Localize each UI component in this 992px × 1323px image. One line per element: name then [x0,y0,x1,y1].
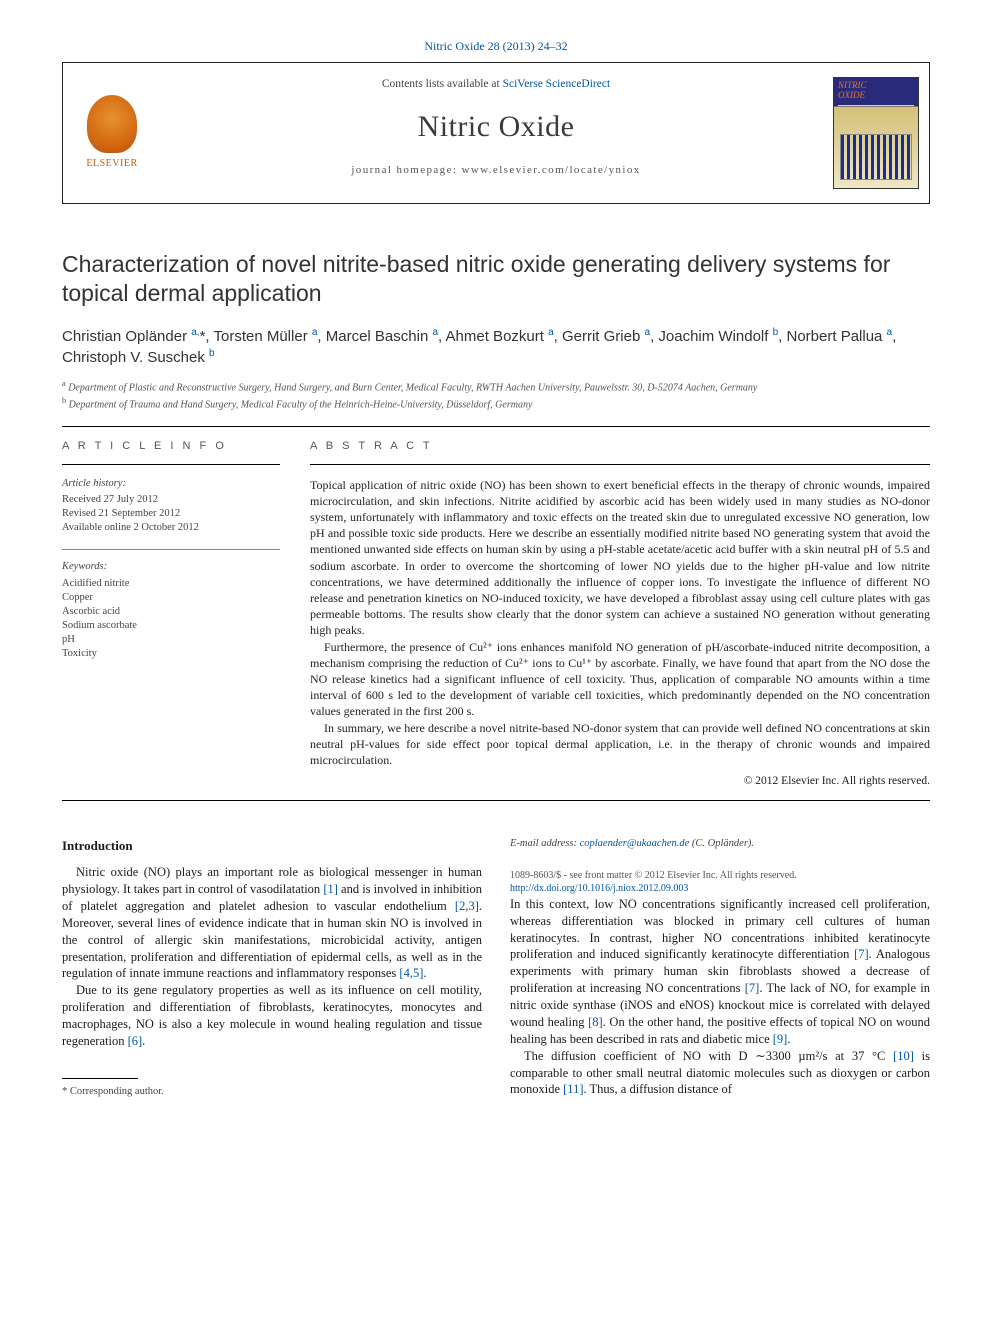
divider [62,464,280,465]
article-info-heading: A R T I C L E I N F O [62,439,280,454]
abstract-copyright: © 2012 Elsevier Inc. All rights reserved… [310,774,930,790]
affil-text: Department of Plastic and Reconstructive… [68,383,757,394]
keyword: Ascorbic acid [62,605,280,619]
divider [62,800,930,801]
contents-prefix: Contents lists available at [382,78,503,90]
article-history: Article history: Received 27 July 2012 R… [62,477,280,536]
abstract-para: In summary, we here describe a novel nit… [310,720,930,769]
doi-link[interactable]: http://dx.doi.org/10.1016/j.niox.2012.09… [510,882,930,896]
contents-available-line: Contents lists available at SciVerse Sci… [183,77,809,93]
front-matter-meta: 1089-8603/$ - see front matter © 2012 El… [510,869,930,896]
journal-cover-thumbnail: NITRIC OXIDE [833,77,919,189]
affiliations: a Department of Plastic and Reconstructi… [62,378,930,412]
homepage-prefix: journal homepage: [351,164,461,176]
footnote-divider [62,1078,138,1079]
cover-chart-icon [840,134,912,180]
divider [62,549,280,550]
divider [62,426,930,427]
sciencedirect-link[interactable]: SciVerse ScienceDirect [503,78,611,90]
article-info-column: A R T I C L E I N F O Article history: R… [62,439,280,790]
body-para: The diffusion coefficient of NO with D ∼… [510,1048,930,1099]
authors-list: Christian Opländer a,*, Torsten Müller a… [62,326,930,369]
publisher-logo: ELSEVIER [73,95,151,187]
affil-sup: b [62,396,66,405]
body-para: Nitric oxide (NO) plays an important rol… [62,864,482,982]
email-author-name: (C. Opländer). [692,838,754,849]
publisher-name: ELSEVIER [86,157,137,171]
history-label: Article history: [62,477,280,491]
journal-name: Nitric Oxide [183,107,809,148]
journal-reference: Nitric Oxide 28 (2013) 24–32 [62,38,930,54]
keyword: Sodium ascorbate [62,619,280,633]
affiliation-a: a Department of Plastic and Reconstructi… [62,378,930,395]
corr-marker: * [62,1086,67,1097]
body-para: In this context, low NO concentrations s… [510,896,930,1048]
affil-sup: a [62,379,66,388]
article-title: Characterization of novel nitrite-based … [62,250,930,308]
keyword: Copper [62,591,280,605]
affil-text: Department of Trauma and Hand Surgery, M… [69,399,533,410]
abstract-para: Furthermore, the presence of Cu²⁺ ions e… [310,639,930,720]
cover-divider [838,105,914,106]
masthead: ELSEVIER Contents lists available at Sci… [62,62,930,204]
abstract-para: Topical application of nitric oxide (NO)… [310,477,930,639]
keyword: pH [62,633,280,647]
homepage-url[interactable]: www.elsevier.com/locate/yniox [461,164,640,176]
affiliation-b: b Department of Trauma and Hand Surgery,… [62,395,930,412]
keyword: Toxicity [62,647,280,661]
keyword: Acidified nitrite [62,577,280,591]
journal-homepage-line: journal homepage: www.elsevier.com/locat… [183,163,809,178]
section-heading-introduction: Introduction [62,837,482,855]
divider [310,464,930,465]
corresponding-email-link[interactable]: coplaender@ukaachen.de [580,838,690,849]
email-label: E-mail address: [510,838,577,849]
history-line: Received 27 July 2012 [62,493,280,507]
issn-copyright-line: 1089-8603/$ - see front matter © 2012 El… [510,869,930,883]
cover-title: NITRIC OXIDE [834,78,918,103]
keywords-label: Keywords: [62,560,280,574]
cover-title-line2: OXIDE [838,90,865,100]
keywords-block: Keywords: Acidified nitrite Copper Ascor… [62,560,280,661]
history-line: Revised 21 September 2012 [62,507,280,521]
abstract-body: Topical application of nitric oxide (NO)… [310,477,930,768]
elsevier-tree-icon [87,95,137,153]
abstract-column: A B S T R A C T Topical application of n… [310,439,930,790]
abstract-heading: A B S T R A C T [310,439,930,454]
body-para: Due to its gene regulatory properties as… [62,982,482,1050]
corr-label: Corresponding author. [70,1086,164,1097]
body-two-column: Introduction Nitric oxide (NO) plays an … [62,837,930,1100]
history-line: Available online 2 October 2012 [62,521,280,535]
